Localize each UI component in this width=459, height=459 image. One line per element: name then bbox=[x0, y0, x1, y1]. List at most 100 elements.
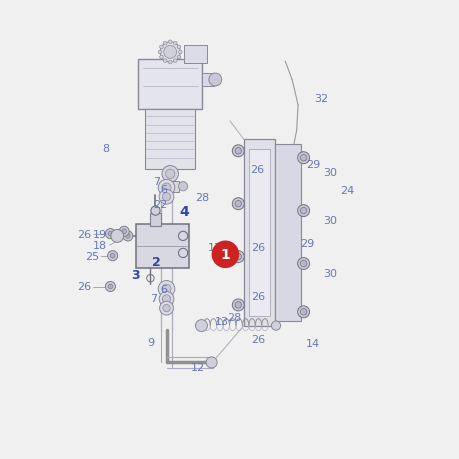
Circle shape bbox=[123, 231, 133, 241]
Text: 17: 17 bbox=[208, 243, 222, 253]
Text: 28: 28 bbox=[227, 313, 241, 323]
Circle shape bbox=[168, 61, 172, 65]
Bar bbox=[184, 46, 207, 64]
Circle shape bbox=[271, 321, 280, 330]
Text: 26: 26 bbox=[77, 282, 90, 292]
Circle shape bbox=[195, 320, 207, 332]
Circle shape bbox=[107, 251, 118, 261]
Text: 3: 3 bbox=[131, 269, 140, 282]
Text: 18: 18 bbox=[93, 241, 107, 251]
Circle shape bbox=[165, 170, 174, 179]
Circle shape bbox=[232, 251, 244, 263]
Circle shape bbox=[159, 190, 174, 205]
Text: 26: 26 bbox=[251, 335, 265, 345]
Text: 26: 26 bbox=[251, 291, 265, 301]
Circle shape bbox=[300, 309, 306, 315]
Text: 4: 4 bbox=[179, 204, 189, 218]
Text: 6: 6 bbox=[159, 184, 167, 194]
Text: 25: 25 bbox=[85, 251, 99, 261]
Circle shape bbox=[235, 201, 241, 207]
Circle shape bbox=[206, 357, 217, 368]
Bar bbox=[202, 73, 213, 87]
Text: 7: 7 bbox=[150, 293, 157, 303]
Circle shape bbox=[108, 285, 112, 289]
Bar bbox=[145, 110, 195, 170]
Text: 1: 1 bbox=[220, 248, 230, 262]
Circle shape bbox=[105, 282, 115, 292]
Text: 12: 12 bbox=[190, 362, 204, 372]
Text: 7: 7 bbox=[152, 176, 160, 186]
Circle shape bbox=[122, 230, 126, 234]
Text: 29: 29 bbox=[305, 159, 319, 169]
Circle shape bbox=[300, 155, 306, 162]
Circle shape bbox=[119, 227, 129, 237]
Text: 26: 26 bbox=[250, 165, 264, 175]
Circle shape bbox=[110, 254, 115, 258]
Circle shape bbox=[162, 305, 170, 312]
Circle shape bbox=[159, 292, 174, 307]
Text: 29: 29 bbox=[300, 238, 313, 248]
Circle shape bbox=[178, 182, 187, 191]
Circle shape bbox=[159, 302, 173, 315]
Circle shape bbox=[297, 152, 309, 164]
Text: 24: 24 bbox=[340, 185, 353, 196]
Circle shape bbox=[232, 299, 244, 311]
Circle shape bbox=[162, 193, 170, 202]
Circle shape bbox=[178, 51, 182, 55]
Circle shape bbox=[158, 180, 174, 196]
Circle shape bbox=[163, 42, 167, 46]
Circle shape bbox=[173, 42, 177, 46]
Circle shape bbox=[151, 207, 160, 216]
Circle shape bbox=[177, 56, 180, 60]
Circle shape bbox=[160, 43, 180, 63]
Circle shape bbox=[163, 46, 176, 59]
Circle shape bbox=[125, 234, 130, 239]
Circle shape bbox=[235, 302, 241, 308]
Circle shape bbox=[105, 229, 115, 239]
Circle shape bbox=[163, 60, 167, 63]
Bar bbox=[138, 60, 202, 110]
Bar bbox=[135, 225, 188, 269]
Bar bbox=[249, 149, 269, 317]
Text: 30: 30 bbox=[323, 167, 336, 177]
Text: 28: 28 bbox=[195, 192, 209, 202]
Text: 13: 13 bbox=[214, 316, 228, 326]
Text: 2: 2 bbox=[151, 255, 161, 268]
Circle shape bbox=[232, 146, 244, 157]
Circle shape bbox=[162, 184, 171, 193]
Text: 19: 19 bbox=[93, 229, 107, 239]
Circle shape bbox=[235, 254, 241, 260]
Bar bbox=[275, 145, 301, 321]
Text: 32: 32 bbox=[313, 94, 327, 104]
Circle shape bbox=[208, 74, 221, 87]
Circle shape bbox=[177, 46, 180, 50]
Text: 26: 26 bbox=[251, 243, 265, 253]
Circle shape bbox=[158, 51, 162, 55]
Circle shape bbox=[162, 295, 170, 303]
Text: 9: 9 bbox=[147, 337, 154, 347]
Circle shape bbox=[235, 148, 241, 155]
Text: 6: 6 bbox=[159, 284, 167, 294]
Circle shape bbox=[300, 208, 306, 214]
Circle shape bbox=[159, 56, 163, 60]
Circle shape bbox=[297, 306, 309, 318]
Circle shape bbox=[168, 41, 172, 45]
Circle shape bbox=[159, 46, 163, 50]
Circle shape bbox=[108, 232, 112, 236]
Text: 30: 30 bbox=[323, 215, 336, 225]
Text: 26: 26 bbox=[77, 229, 90, 239]
Circle shape bbox=[111, 230, 123, 243]
Bar bbox=[243, 140, 275, 326]
Circle shape bbox=[297, 258, 309, 270]
Circle shape bbox=[232, 198, 244, 210]
Bar bbox=[150, 213, 160, 226]
Circle shape bbox=[158, 281, 174, 297]
Circle shape bbox=[297, 205, 309, 217]
Circle shape bbox=[162, 285, 171, 294]
Text: 8: 8 bbox=[102, 144, 109, 154]
Circle shape bbox=[211, 241, 239, 269]
Bar bbox=[161, 181, 179, 193]
Text: 14: 14 bbox=[305, 338, 319, 348]
Circle shape bbox=[162, 166, 178, 183]
Circle shape bbox=[300, 261, 306, 267]
